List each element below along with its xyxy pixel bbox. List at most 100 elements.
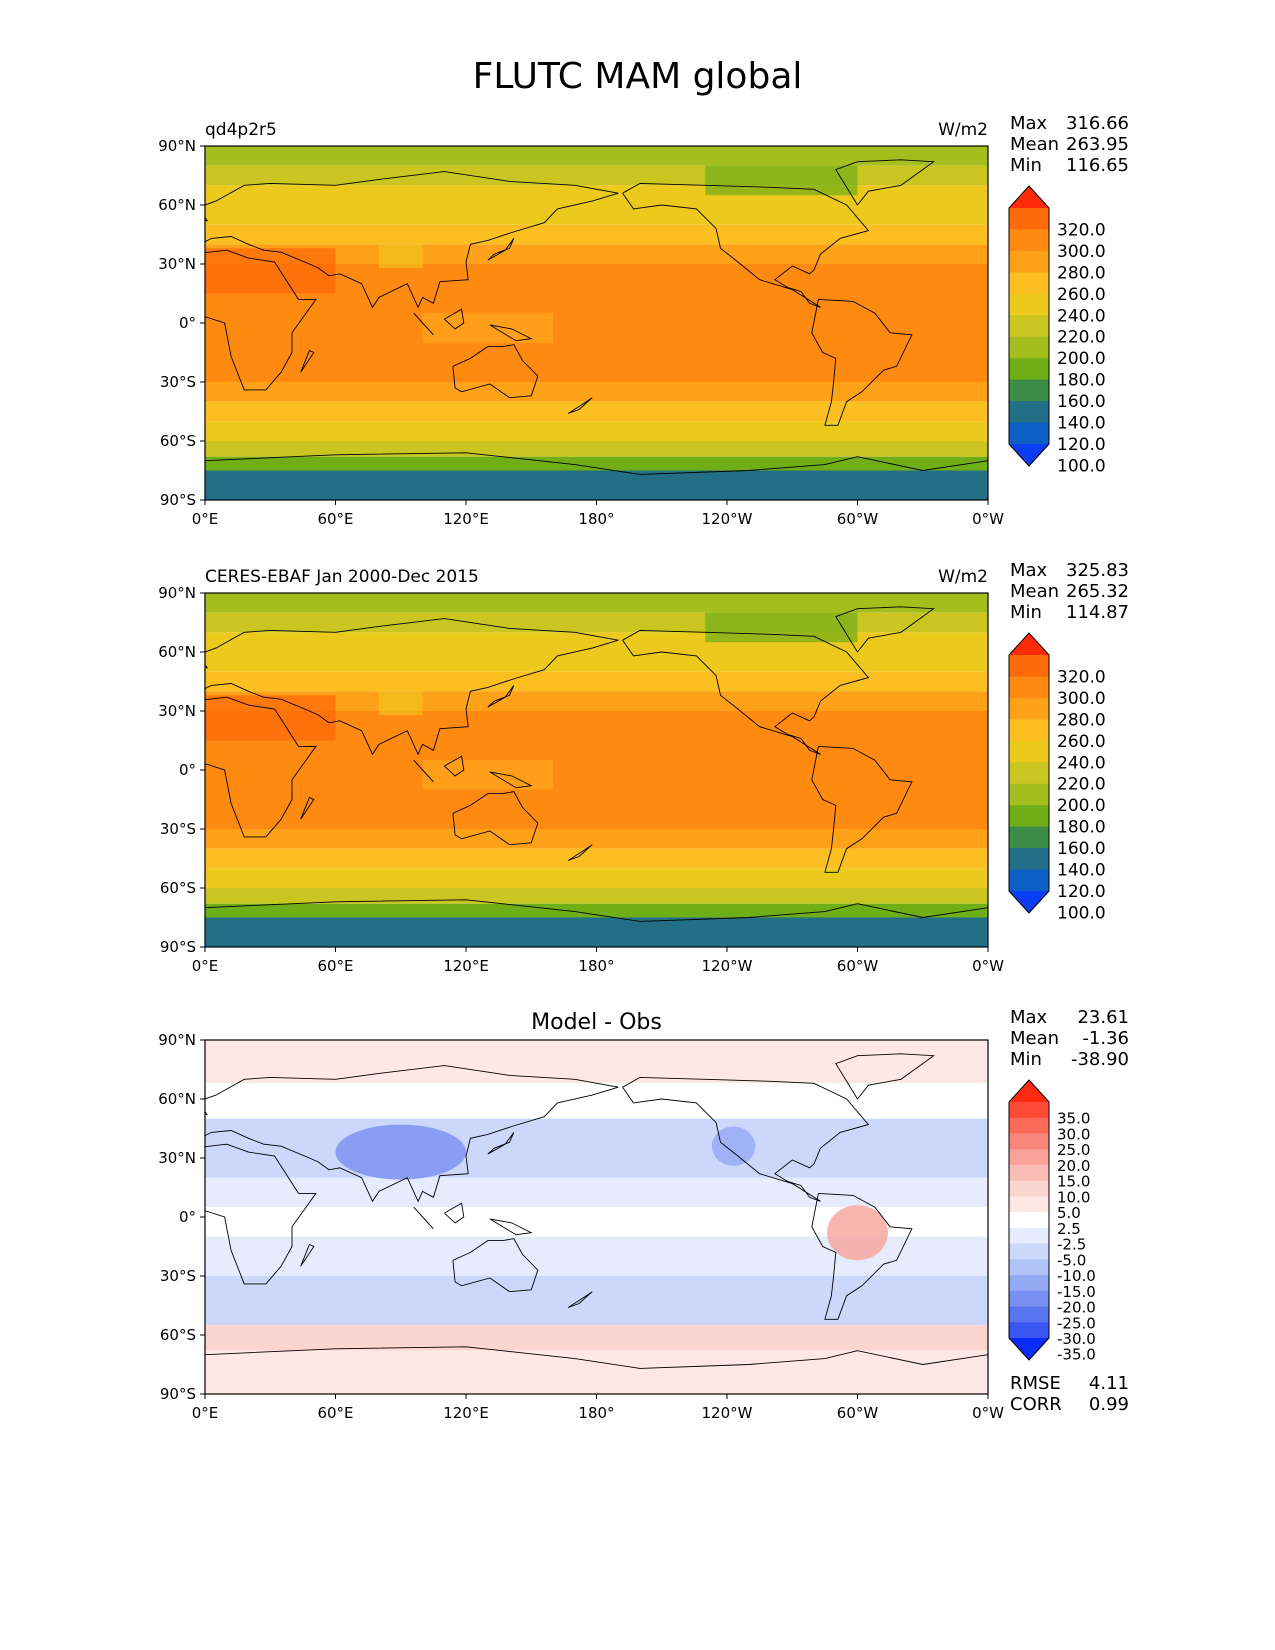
colorbar-label: 260.0 [1057, 285, 1106, 305]
colorbar-swatch [1009, 848, 1049, 871]
colorbar-extend-max [1009, 633, 1049, 655]
colorbar-label: 240.0 [1057, 306, 1106, 326]
coastline [835, 159, 935, 206]
panel-title-left: CERES-EBAF Jan 2000-Dec 2015 [205, 567, 479, 587]
lat-band [205, 421, 988, 441]
colorbar-label: 220.0 [1057, 775, 1106, 795]
lat-band [205, 205, 988, 225]
colorbar-swatch [1009, 1290, 1049, 1308]
colorbar-label: 160.0 [1057, 839, 1106, 859]
stat-value: 325.83 [1066, 560, 1129, 581]
field-map [205, 593, 988, 947]
x-tick-label: 120°E [443, 957, 489, 975]
coastline [205, 618, 619, 756]
colorbar-swatch [1009, 740, 1049, 763]
lat-band [205, 146, 988, 166]
coastline [487, 1132, 515, 1155]
x-tick-label: 0°W [972, 957, 1004, 975]
colorbar-label: 120.0 [1057, 882, 1106, 902]
colorbar-swatch [1009, 1133, 1049, 1150]
colorbar-label: 180.0 [1057, 371, 1106, 391]
colorbar-label: -20.0 [1057, 1299, 1096, 1317]
y-tick-label: 60°S [160, 1326, 196, 1344]
y-tick-label: 0° [179, 314, 196, 332]
stat-value: -38.90 [1071, 1049, 1129, 1070]
colorbar-swatch [1009, 250, 1049, 273]
colorbar-label: -15.0 [1057, 1283, 1096, 1301]
colorbar: 320.0300.0280.0260.0240.0220.0200.0180.0… [1008, 632, 1106, 923]
colorbar-label: -10.0 [1057, 1267, 1096, 1285]
x-tick-label: 60°E [317, 957, 353, 975]
colorbar-label: 140.0 [1057, 861, 1106, 881]
colorbar-label: -35.0 [1057, 1346, 1096, 1364]
stat-label: Min [1010, 155, 1042, 176]
x-tick-label: 0°E [192, 957, 219, 975]
coastline [300, 1243, 315, 1267]
colorbar-swatch [1009, 272, 1049, 295]
colorbar-label: 140.0 [1057, 414, 1106, 434]
coastline [205, 899, 988, 922]
lat-band [205, 456, 988, 471]
arctic-minimum [705, 165, 858, 196]
coastline [489, 771, 533, 789]
x-tick-label: 60°W [837, 510, 879, 528]
colorbar-label: 100.0 [1057, 903, 1106, 923]
y-tick-label: 60°N [158, 1090, 196, 1108]
panel-title-left: qd4p2r5 [205, 120, 277, 140]
panel-units: W/m2 [938, 567, 988, 587]
coastline [622, 629, 870, 755]
coastline [811, 298, 913, 426]
y-tick-label: 30°N [158, 702, 196, 720]
x-tick-label: 60°W [837, 957, 879, 975]
coastline [567, 397, 593, 414]
colorbar-extend-min [1009, 444, 1049, 466]
colorbar-label: 280.0 [1057, 263, 1106, 283]
coastline [413, 759, 434, 783]
field-map [205, 146, 988, 500]
colorbar-outline [1008, 185, 1050, 467]
colorbar-swatch [1009, 1117, 1049, 1134]
y-tick-label: 60°S [160, 432, 196, 450]
lat-band [205, 441, 988, 457]
x-tick-label: 0°W [972, 510, 1004, 528]
lat-band [205, 740, 988, 800]
lat-band [205, 401, 988, 422]
colorbar-swatch [1009, 1180, 1049, 1197]
colorbar: 320.0300.0280.0260.0240.0220.0200.0180.0… [1008, 185, 1106, 476]
coastline [567, 1291, 593, 1308]
colorbar-swatch [1009, 229, 1049, 252]
colorbar-label: -2.5 [1057, 1236, 1086, 1254]
stat-value: 263.95 [1066, 134, 1129, 155]
y-tick-label: 90°S [160, 938, 196, 956]
colorbar-label: 240.0 [1057, 753, 1106, 773]
coastline [205, 1346, 988, 1369]
lat-band [205, 888, 988, 904]
stat-label: Mean [1010, 581, 1059, 602]
colorbar-swatch [1009, 1259, 1049, 1276]
coastline [452, 1238, 539, 1293]
colorbar-swatch [1009, 1275, 1049, 1292]
figure-title: FLUTC MAM global [472, 56, 803, 97]
sahara-maximum [205, 248, 336, 294]
y-tick-label: 60°S [160, 879, 196, 897]
colorbar-label: 30.0 [1057, 1125, 1090, 1143]
stat-label: Mean [1010, 1028, 1059, 1049]
coastline [300, 796, 315, 820]
lat-band [205, 848, 988, 869]
colorbar-label: 300.0 [1057, 689, 1106, 709]
coastline [622, 1076, 870, 1202]
lat-band [205, 593, 988, 613]
stat-label: Mean [1010, 134, 1059, 155]
lat-band [205, 799, 988, 829]
field-map [205, 1040, 988, 1394]
colorbar-label: -5.0 [1057, 1251, 1086, 1269]
panel-units: W/m2 [938, 120, 988, 140]
coastline [487, 238, 515, 261]
stat-value: 316.66 [1066, 113, 1129, 134]
x-tick-label: 60°E [317, 510, 353, 528]
coastline [205, 696, 317, 838]
y-tick-label: 30°S [160, 1267, 196, 1285]
coastline [413, 312, 434, 336]
colorbar-label: 160.0 [1057, 392, 1106, 412]
